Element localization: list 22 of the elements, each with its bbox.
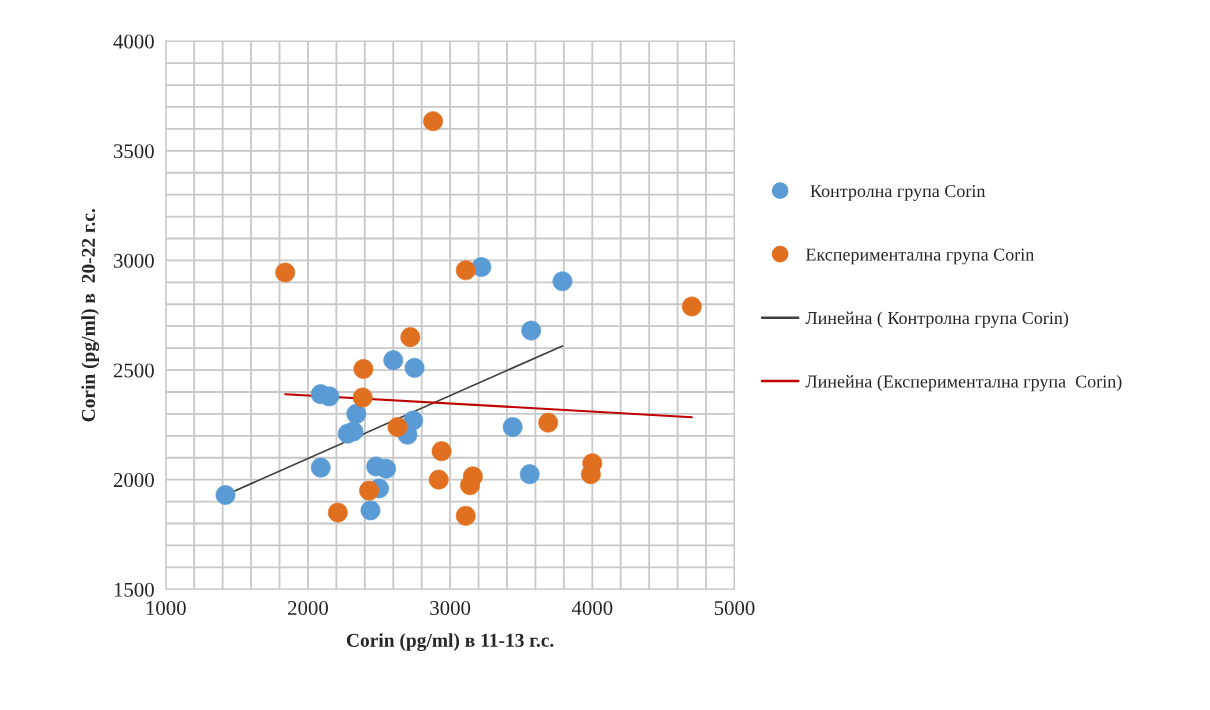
legend-label: Линейна ( Контролна група Corin) <box>805 311 1069 328</box>
y-tick-label: 4000 <box>113 34 154 49</box>
y-tick-label: 3000 <box>113 253 154 268</box>
x-tick-label: 2000 <box>288 601 328 616</box>
point <box>400 327 421 348</box>
legend-label: Линейна (Експериментална група Corin) <box>805 374 1122 392</box>
point <box>275 262 296 283</box>
x-tick-label: 5000 <box>714 601 755 616</box>
x-axis-title: Corin (pg/ml) в 11-13 г.с. <box>346 633 554 651</box>
y-tick-label: 1500 <box>114 582 154 597</box>
x-tick-label: 3000 <box>430 601 471 616</box>
legend-label: Контролна група Corin <box>810 185 986 201</box>
y-tick-label: 2000 <box>113 473 154 488</box>
point <box>343 421 364 442</box>
y-tick-label: 2500 <box>113 363 154 378</box>
y-axis-title: Corin (pg/ml) в 20-22 г.с. <box>81 208 100 422</box>
x-tick-label: 4000 <box>571 601 613 616</box>
point <box>387 417 408 437</box>
legend-label: Експериментална група Corin <box>805 248 1035 265</box>
x-tick-label: 1000 <box>146 601 186 616</box>
point <box>310 457 331 478</box>
y-tick-label: 3500 <box>113 144 154 159</box>
